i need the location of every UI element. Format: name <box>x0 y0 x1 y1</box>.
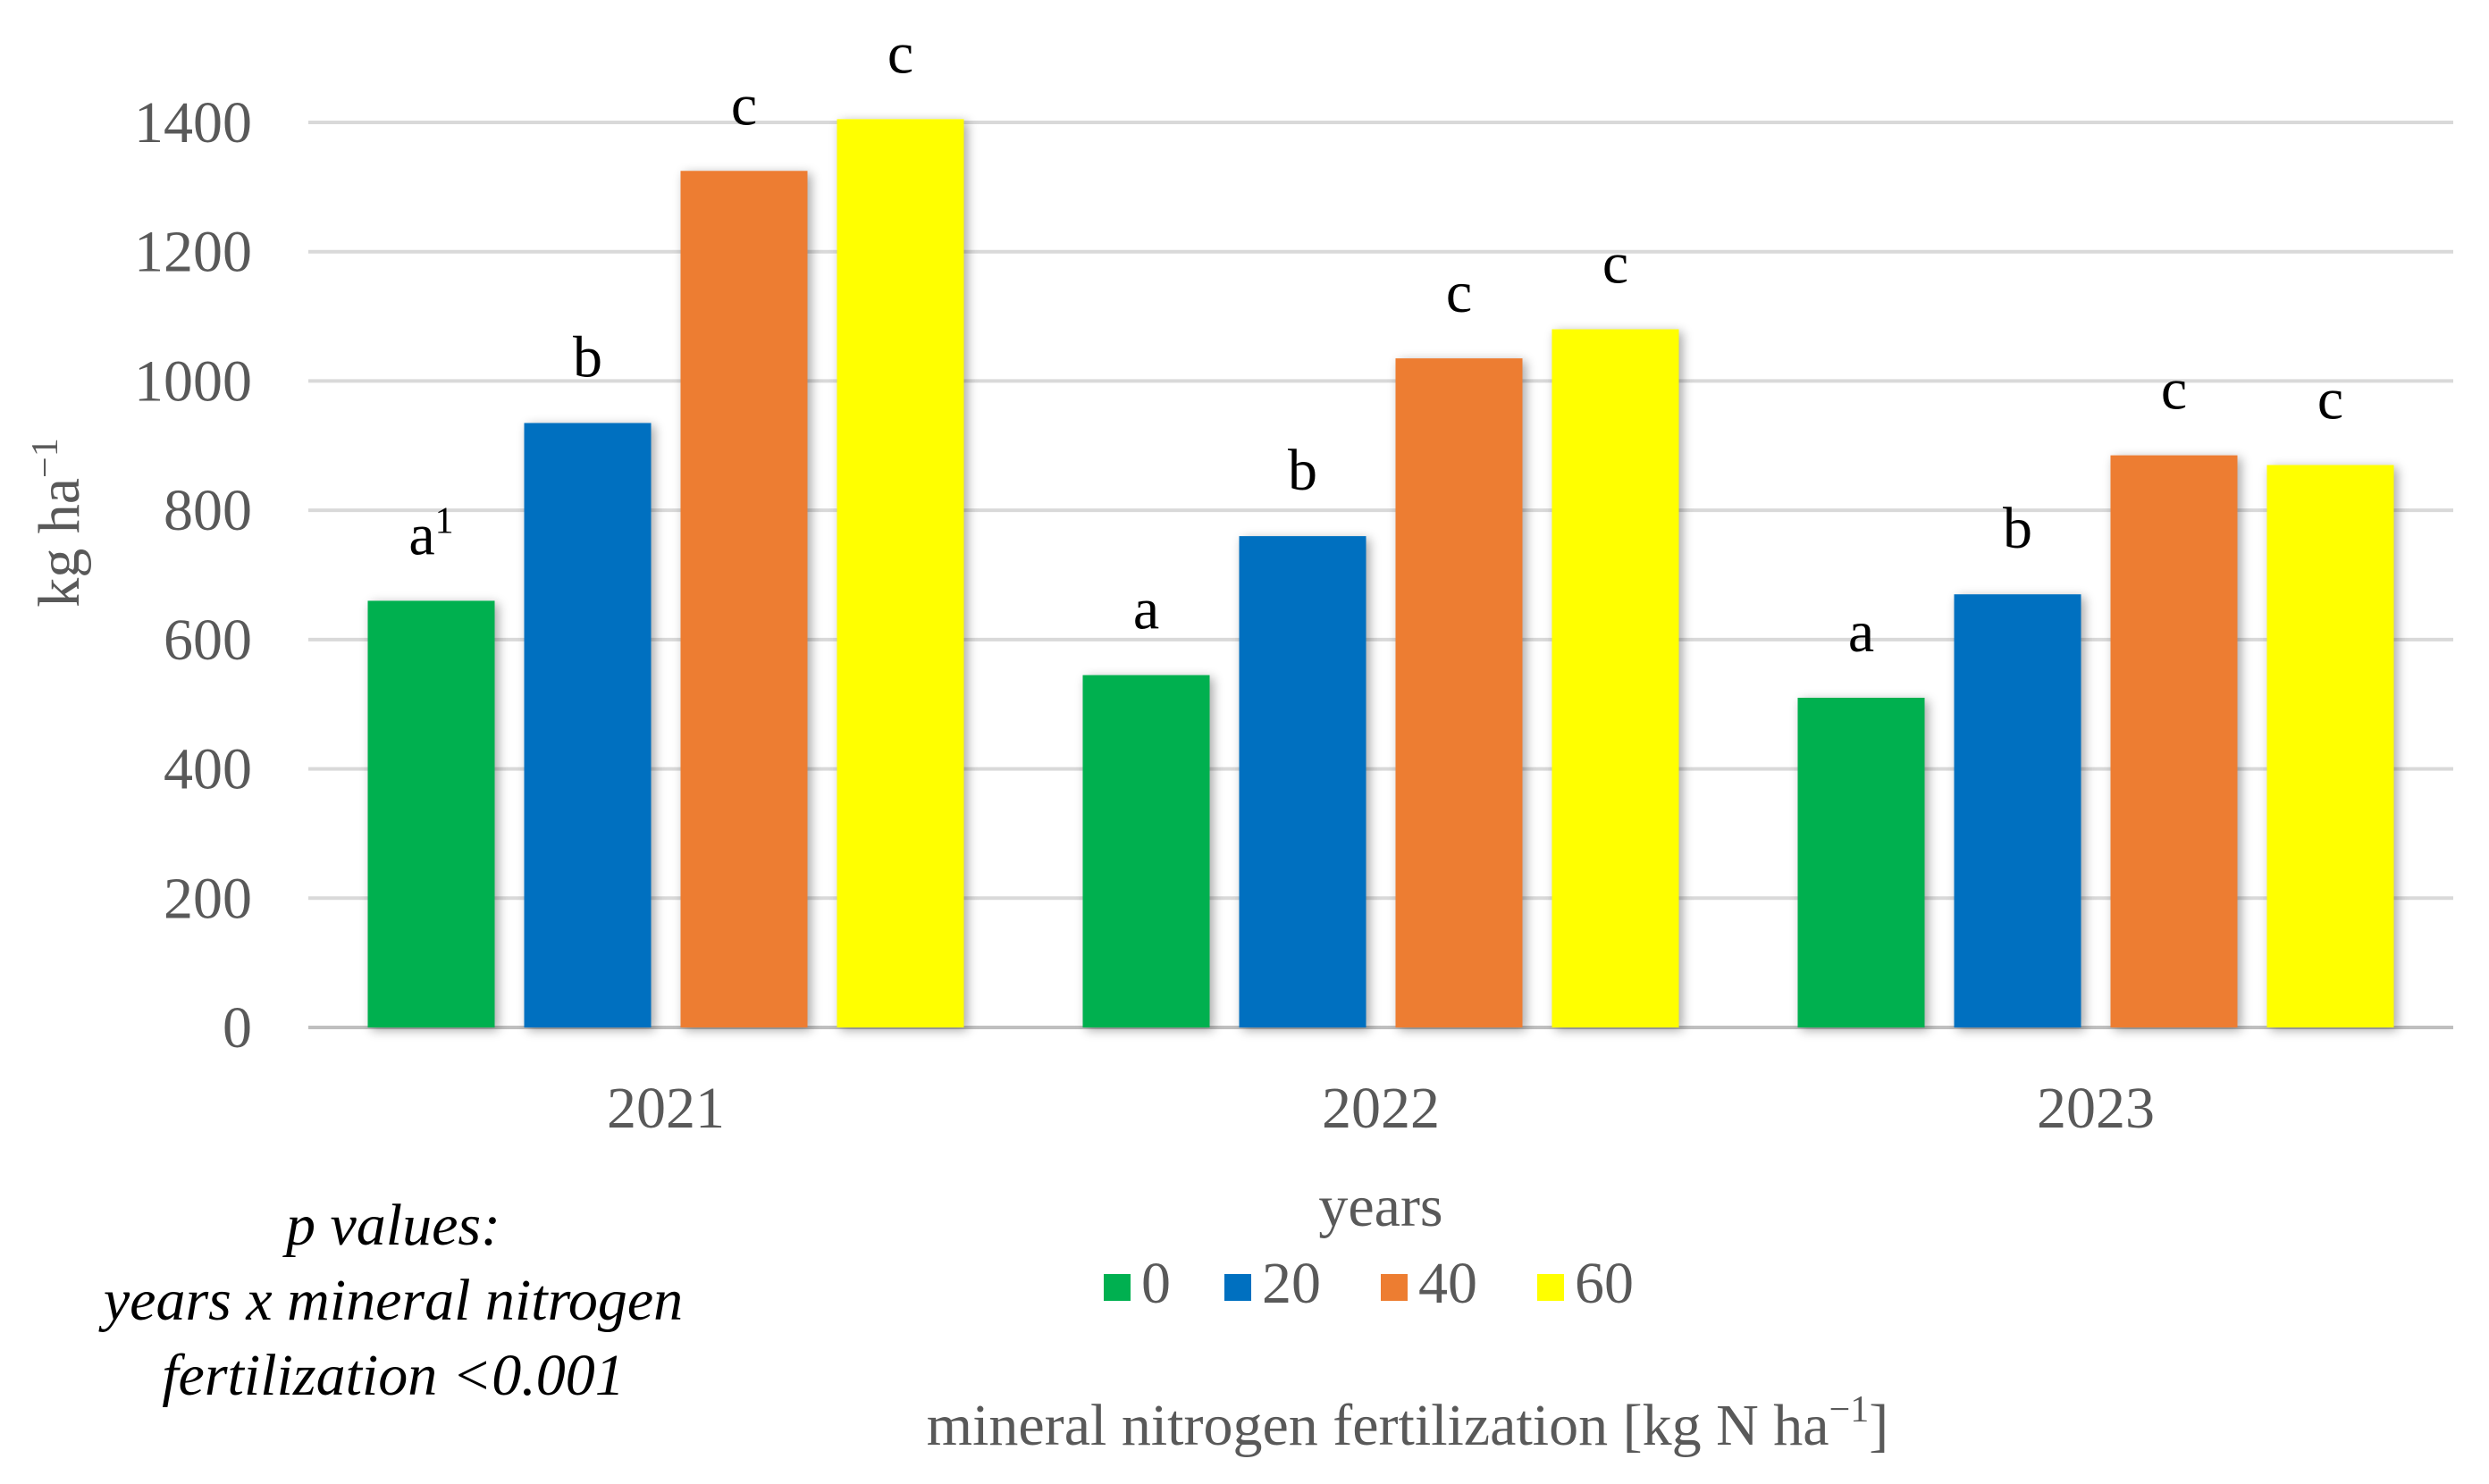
bar-2022-60 <box>1551 329 1679 1027</box>
p-values-line-2: years x mineral nitrogen <box>103 1268 684 1333</box>
bar-2021-0 <box>367 600 495 1027</box>
significance-label: a <box>1848 599 1874 665</box>
significance-label: b <box>2003 496 2032 561</box>
gridlines <box>308 121 2453 1029</box>
p-values-line-3: fertilization <0.001 <box>162 1343 625 1408</box>
significance-label: c <box>2161 357 2187 423</box>
legend-label: 20 <box>1262 1251 1321 1316</box>
p-values-line-1: p values: <box>285 1193 501 1258</box>
legend: 0 20 40 60 <box>1104 1251 1634 1316</box>
y-tick-label: 1000 <box>134 348 252 414</box>
y-axis-label: kg ha−1 <box>25 438 92 607</box>
bar-2023-40 <box>2110 455 2238 1027</box>
y-tick-label: 600 <box>164 608 252 673</box>
significance-label: b <box>1288 438 1317 503</box>
bar-2021-20 <box>524 423 652 1028</box>
significance-label: a1 <box>408 500 453 567</box>
bar-2021-60 <box>837 119 964 1027</box>
y-tick-label: 800 <box>164 478 252 543</box>
x-tick-label: 2022 <box>1322 1076 1440 1141</box>
significance-label: c <box>1446 260 1472 325</box>
bars <box>367 119 2394 1028</box>
x-tick-label: 2021 <box>607 1076 725 1141</box>
significance-labels: a1 b c c a b c c a b c c <box>408 21 2343 665</box>
y-tick-label: 400 <box>164 737 252 802</box>
bar-2022-40 <box>1395 358 1523 1027</box>
bar-2022-20 <box>1239 536 1366 1027</box>
x-tick-label: 2023 <box>2037 1076 2155 1141</box>
legend-swatch-40 <box>1381 1274 1408 1301</box>
x-axis-ticks: 2021 2022 2023 <box>607 1076 2155 1141</box>
significance-label: a <box>1133 577 1159 642</box>
significance-label: c <box>731 72 757 138</box>
significance-label: c <box>887 21 913 86</box>
y-axis-ticks: 0 200 400 600 800 1000 1200 1400 <box>134 90 252 1061</box>
significance-label: b <box>573 324 602 390</box>
significance-label: c <box>1602 231 1628 297</box>
bar-2023-0 <box>1797 697 1925 1027</box>
bar-2021-40 <box>680 171 808 1028</box>
significance-label: c <box>2317 366 2343 432</box>
legend-label: 40 <box>1418 1251 1477 1316</box>
legend-title: mineral nitrogen fertilization [kg N ha−… <box>927 1389 1889 1458</box>
bar-2022-0 <box>1082 675 1210 1027</box>
legend-swatch-0 <box>1104 1274 1131 1301</box>
y-tick-label: 0 <box>223 995 252 1061</box>
legend-swatch-20 <box>1224 1274 1251 1301</box>
x-axis-label: years <box>1318 1174 1442 1239</box>
y-tick-label: 1400 <box>134 90 252 155</box>
p-values-annotation: p values: years x mineral nitrogen ferti… <box>36 1188 751 1413</box>
legend-title-superscript: −1 <box>1829 1389 1870 1430</box>
legend-label: 0 <box>1141 1251 1171 1316</box>
legend-swatch-60 <box>1537 1274 1564 1301</box>
y-tick-label: 200 <box>164 866 252 931</box>
y-axis-label-superscript: −1 <box>25 438 66 478</box>
bar-2023-60 <box>2266 465 2394 1027</box>
y-tick-label: 1200 <box>134 220 252 285</box>
legend-label: 60 <box>1575 1251 1634 1316</box>
bar-2023-20 <box>1954 594 2081 1027</box>
footnote-superscript: 1 <box>435 500 454 541</box>
